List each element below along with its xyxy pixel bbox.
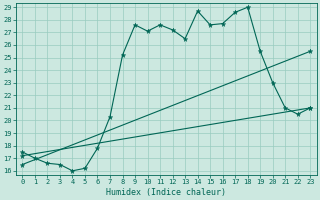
X-axis label: Humidex (Indice chaleur): Humidex (Indice chaleur) (106, 188, 226, 197)
